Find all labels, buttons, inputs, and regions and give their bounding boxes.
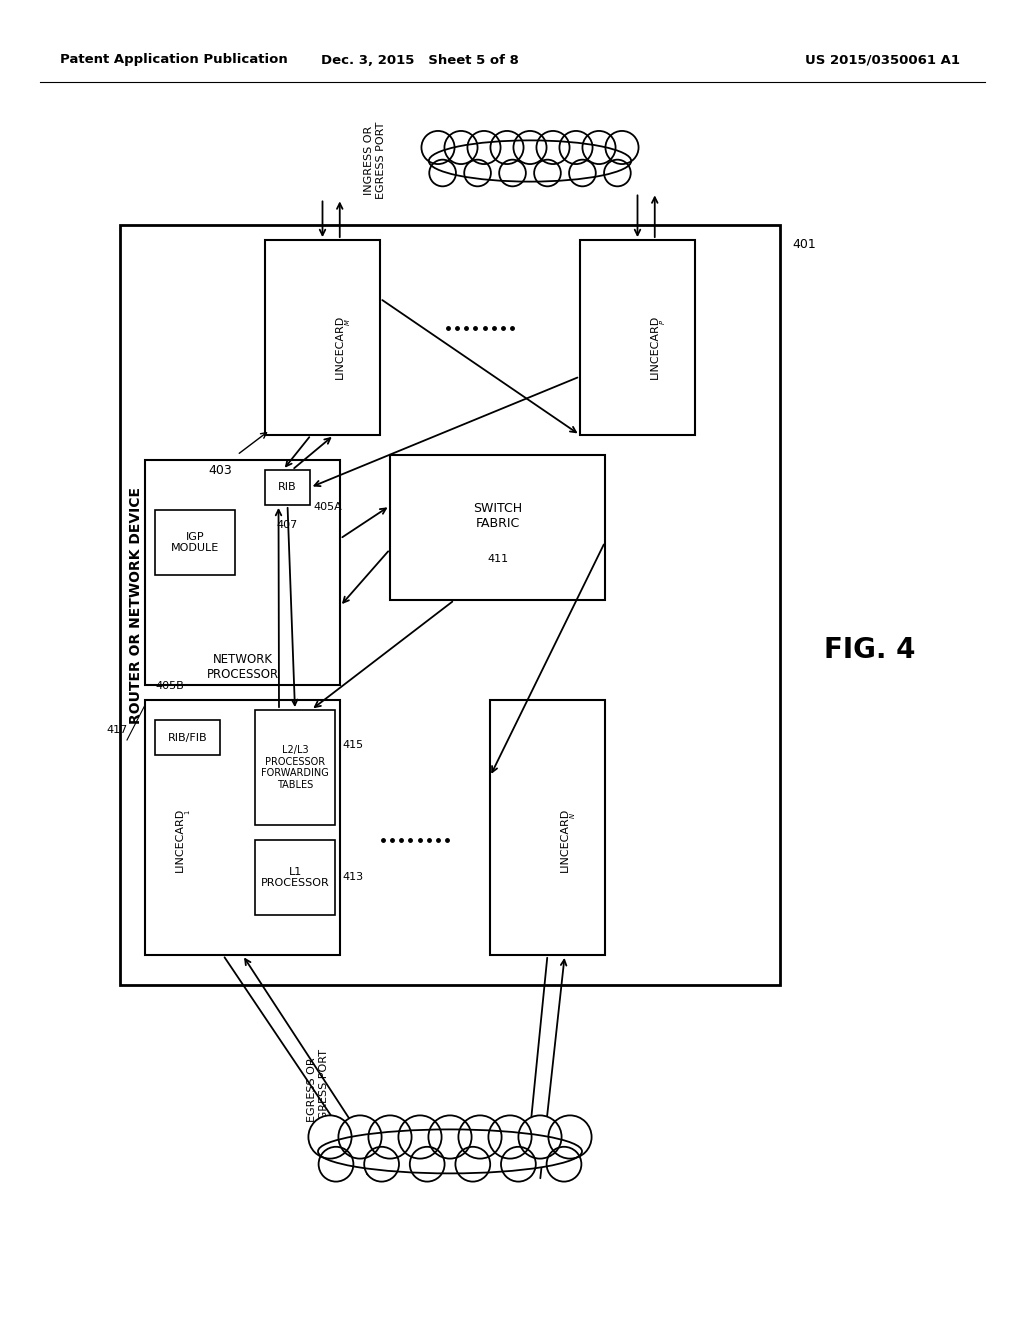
Circle shape [422,131,455,164]
Circle shape [518,1115,561,1159]
Text: L1
PROCESSOR: L1 PROCESSOR [261,867,330,888]
Circle shape [467,131,501,164]
Circle shape [444,131,477,164]
Text: LINCECARD: LINCECARD [175,808,185,873]
Circle shape [490,131,523,164]
Text: LINCECARD: LINCECARD [560,808,569,873]
Circle shape [428,1115,472,1159]
Bar [120,224,780,985]
Text: $_M$: $_M$ [343,318,352,326]
Circle shape [547,1147,582,1181]
Circle shape [456,1147,490,1181]
Text: $_P$: $_P$ [657,319,668,325]
Bar [265,470,310,506]
Text: $_N$: $_N$ [567,812,578,818]
Circle shape [464,160,490,186]
Text: EGRESS OR
INGRESS PORT: EGRESS OR INGRESS PORT [307,1049,329,1131]
Bar [145,700,340,954]
Text: Patent Application Publication: Patent Application Publication [60,54,288,66]
Circle shape [338,1115,382,1159]
Circle shape [499,160,526,186]
Circle shape [569,160,596,186]
Bar [255,840,335,915]
Text: Dec. 3, 2015   Sheet 5 of 8: Dec. 3, 2015 Sheet 5 of 8 [322,54,519,66]
Circle shape [398,1115,441,1159]
Circle shape [459,1115,502,1159]
Bar [255,710,335,825]
Text: 421: 421 [438,1154,462,1167]
Text: 403: 403 [208,463,231,477]
Circle shape [318,1147,353,1181]
Ellipse shape [429,140,631,182]
Text: NETWORK
PROCESSOR: NETWORK PROCESSOR [207,653,279,681]
Circle shape [501,1147,536,1181]
Text: 415: 415 [342,739,364,750]
Circle shape [559,131,593,164]
Circle shape [537,131,569,164]
Circle shape [365,1147,399,1181]
Ellipse shape [318,1130,582,1173]
Bar [580,240,695,436]
Text: $_1$: $_1$ [183,809,194,816]
Text: IGP
MODULE: IGP MODULE [171,532,219,553]
Bar [145,459,340,685]
Text: NETWORK: NETWORK [418,1134,482,1147]
Text: 411: 411 [487,554,508,565]
Circle shape [488,1115,531,1159]
Text: US 2015/0350061 A1: US 2015/0350061 A1 [805,54,961,66]
Circle shape [605,131,639,164]
Circle shape [429,160,456,186]
Circle shape [583,131,615,164]
Text: 401: 401 [792,239,816,252]
Text: 405B: 405B [156,681,184,690]
Circle shape [549,1115,592,1159]
Text: ROUTER OR NETWORK DEVICE: ROUTER OR NETWORK DEVICE [129,487,143,723]
Circle shape [513,131,547,164]
Text: INGRESS OR
EGRESS PORT: INGRESS OR EGRESS PORT [364,121,386,199]
Text: RIB: RIB [279,483,297,492]
Circle shape [604,160,631,186]
Text: 407: 407 [276,520,298,531]
Text: FIG. 4: FIG. 4 [824,636,915,664]
Text: LINCECARD: LINCECARD [335,315,345,379]
Text: SWITCH
FABRIC: SWITCH FABRIC [473,502,522,529]
Text: L2/L3
PROCESSOR
FORWARDING
TABLES: L2/L3 PROCESSOR FORWARDING TABLES [261,744,329,789]
Text: 405A: 405A [313,503,342,512]
Bar [390,455,605,601]
Circle shape [535,160,561,186]
Circle shape [369,1115,412,1159]
Text: 417: 417 [106,725,128,735]
Text: 413: 413 [342,873,364,883]
Bar [490,700,605,954]
Circle shape [410,1147,444,1181]
Bar [155,510,234,576]
Text: NETWORK: NETWORK [498,153,562,166]
Text: LINCECARD: LINCECARD [650,315,659,379]
Bar [155,719,220,755]
Bar [265,240,380,436]
Text: RIB/FIB: RIB/FIB [168,733,207,742]
Circle shape [308,1115,351,1159]
